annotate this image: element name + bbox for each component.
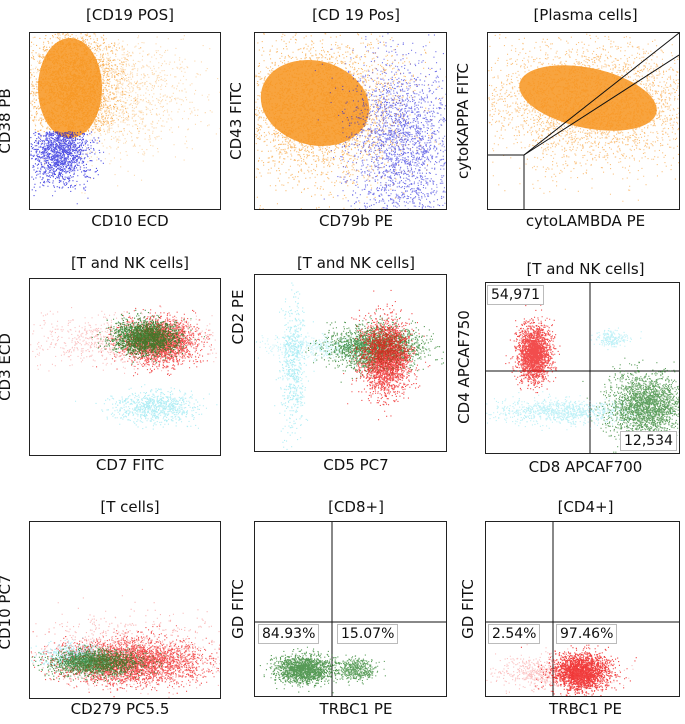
scatter-plot: [486, 283, 679, 453]
gate-line-diagonal-1: [523, 33, 679, 156]
population-orange: [488, 33, 679, 202]
panel-t-cells: [T cells] CD279 PC5.5 CD10 PC7: [0, 495, 230, 724]
panel-cd19-pos-2: [CD 19 Pos] CD79b PE CD43 FITC: [227, 0, 458, 240]
population-red: [520, 639, 637, 696]
population-cyan-small: [590, 327, 642, 351]
y-axis-label: CD2 PE: [229, 289, 247, 345]
panel-plasma-cells: [Plasma cells] cytoLAMBDA PE cytoKAPPA F…: [454, 0, 685, 240]
panel-title: [T and NK cells]: [70, 254, 190, 272]
scatter-plot: [255, 522, 446, 696]
quadrant-percent-lower-left: 2.54%: [488, 624, 541, 644]
y-axis-label: CD3 ECD: [0, 333, 14, 401]
quadrant-percent-lower-right: 15.07%: [337, 624, 399, 644]
population-blue: [30, 131, 105, 205]
population-cyan-vertical: [274, 282, 315, 450]
x-axis-label: CD279 PC5.5: [70, 700, 170, 718]
population-red: [30, 625, 220, 698]
gate-line-diagonal-2: [523, 54, 679, 156]
panel-cd8-pos: [CD8+] 84.93% 15.07% TRBC1 PE GD FITC: [228, 495, 458, 724]
x-axis-label: CD79b PE: [319, 212, 393, 230]
x-axis-label: cytoLAMBDA PE: [525, 212, 646, 230]
quadrant-count-lower-right: 12,534: [620, 431, 677, 451]
panel-title: [T and NK cells]: [526, 260, 645, 278]
population-cyan: [30, 637, 132, 675]
plot-area: 2.54% 97.46%: [485, 521, 680, 697]
x-axis-label: TRBC1 PE: [549, 700, 622, 718]
population-green-main: [259, 646, 351, 694]
x-axis-label: CD8 APCAF700: [528, 458, 643, 476]
y-axis-label: CD10 PC7: [0, 574, 14, 650]
plot-area: [29, 32, 221, 210]
scatter-plot: [255, 282, 444, 450]
population-red: [505, 296, 561, 394]
population-cyan: [75, 384, 218, 430]
scatter-plot: [30, 588, 220, 698]
plot-area: [29, 521, 221, 699]
population-orange: [30, 33, 149, 133]
panel-title: [CD 19 Pos]: [312, 6, 400, 24]
plot-area: [254, 32, 447, 210]
scatter-plot: [255, 33, 446, 209]
quadrant-percent-lower-right: 97.46%: [556, 624, 618, 644]
panel-cd4-pos: [CD4+] 2.54% 97.46% TRBC1 PE GD FITC: [456, 495, 685, 724]
scatter-plot: [30, 305, 220, 430]
scatter-plot: [486, 522, 679, 696]
quadrant-percent-lower-left: 84.93%: [258, 624, 320, 644]
panel-t-nk-cells-cd7: [T and NK cells] CD7 FITC CD3 ECD: [0, 250, 230, 485]
scatter-plot: [30, 33, 220, 205]
panel-title: [CD19 POS]: [86, 6, 174, 24]
x-axis-label: CD10 ECD: [91, 212, 169, 230]
population-green-minor: [323, 654, 386, 686]
y-axis-label: CD4 APCAF750: [455, 310, 473, 424]
population-green: [31, 644, 180, 683]
panel-title: [T cells]: [100, 498, 160, 516]
plot-area: 84.93% 15.07%: [254, 521, 447, 697]
y-axis-label: cytoKAPPA FITC: [454, 63, 472, 179]
panel-title: [CD4+]: [557, 498, 614, 516]
population-green: [582, 357, 679, 453]
y-axis-label: GD FITC: [229, 579, 247, 639]
plot-area: [487, 32, 680, 210]
population-green: [91, 309, 205, 365]
x-axis-label: TRBC1 PE: [319, 700, 393, 718]
panel-title: [Plasma cells]: [533, 6, 638, 24]
population-cyan: [486, 391, 673, 431]
y-axis-label: CD43 FITC: [227, 82, 245, 160]
y-axis-label: GD FITC: [459, 579, 477, 639]
panel-title: [CD8+]: [328, 498, 384, 516]
plot-area: 54,971 12,534: [485, 282, 680, 454]
plot-area: [29, 278, 221, 456]
panel-t-nk-cells-cd8: [T and NK cells] 54,971 12,534 CD8 APCAF…: [455, 250, 685, 485]
panel-title: [T and NK cells]: [296, 254, 416, 272]
scatter-plot: [488, 33, 679, 209]
panel-t-nk-cells-cd5: [T and NK cells] CD5 PC7 CD2 PE: [228, 250, 458, 485]
y-axis-label: CD38 PB: [0, 88, 14, 154]
x-axis-label: CD5 PC7: [323, 456, 389, 474]
panel-cd19-pos: [CD19 POS] CD10 ECD CD38 PB: [0, 0, 230, 240]
plot-area: [254, 274, 447, 452]
x-axis-label: CD7 FITC: [95, 456, 165, 474]
quadrant-count-upper-left: 54,971: [487, 285, 544, 305]
